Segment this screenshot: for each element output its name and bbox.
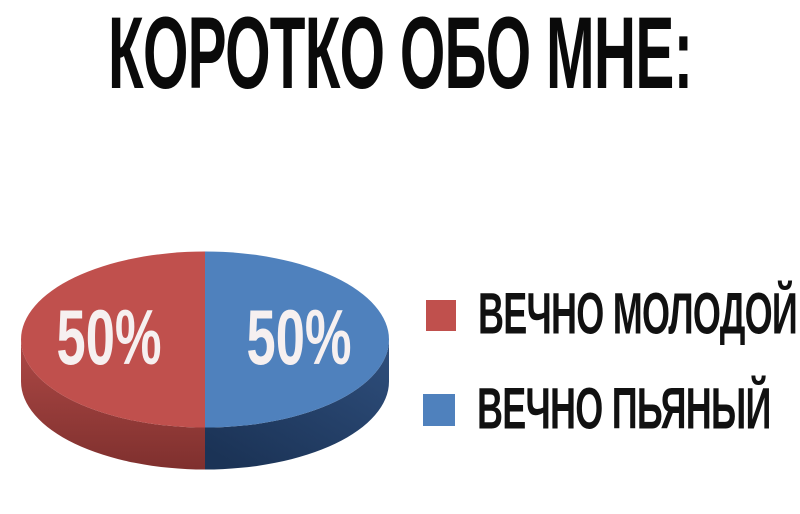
- legend-label-forever-drunk: ВЕЧНО ПЬЯНЫЙ: [477, 377, 771, 442]
- page-title: КОРОТКО ОБО МНЕ:: [108, 0, 693, 110]
- pie-label-forever-young: 50%: [56, 293, 162, 381]
- legend-item-forever-young: ВЕЧНО МОЛОДОЙ: [426, 285, 800, 344]
- legend-swatch-blue: [423, 394, 455, 426]
- pie-side-wall-red: [21, 339, 205, 470]
- pie-slice-forever-drunk: [205, 251, 389, 428]
- legend-swatch-red: [426, 299, 456, 331]
- legend-swatch-blue-rect: [423, 394, 455, 426]
- pie-slice-forever-young: [21, 251, 205, 428]
- legend-swatch-red-rect: [426, 299, 456, 331]
- pie-label-forever-drunk: 50%: [246, 293, 352, 381]
- legend-item-forever-drunk: ВЕЧНО ПЬЯНЫЙ: [423, 380, 800, 439]
- pie-chart: [21, 251, 389, 470]
- pie-label-right-wrap: 50%: [235, 298, 360, 376]
- pie-side-wall-blue: [205, 339, 389, 470]
- legend-label-forever-young: ВЕЧНО МОЛОДОЙ: [478, 282, 798, 347]
- pie-label-left-wrap: 50%: [45, 298, 170, 376]
- page-title-wrap: КОРОТКО ОБО МНЕ:: [0, 1, 800, 103]
